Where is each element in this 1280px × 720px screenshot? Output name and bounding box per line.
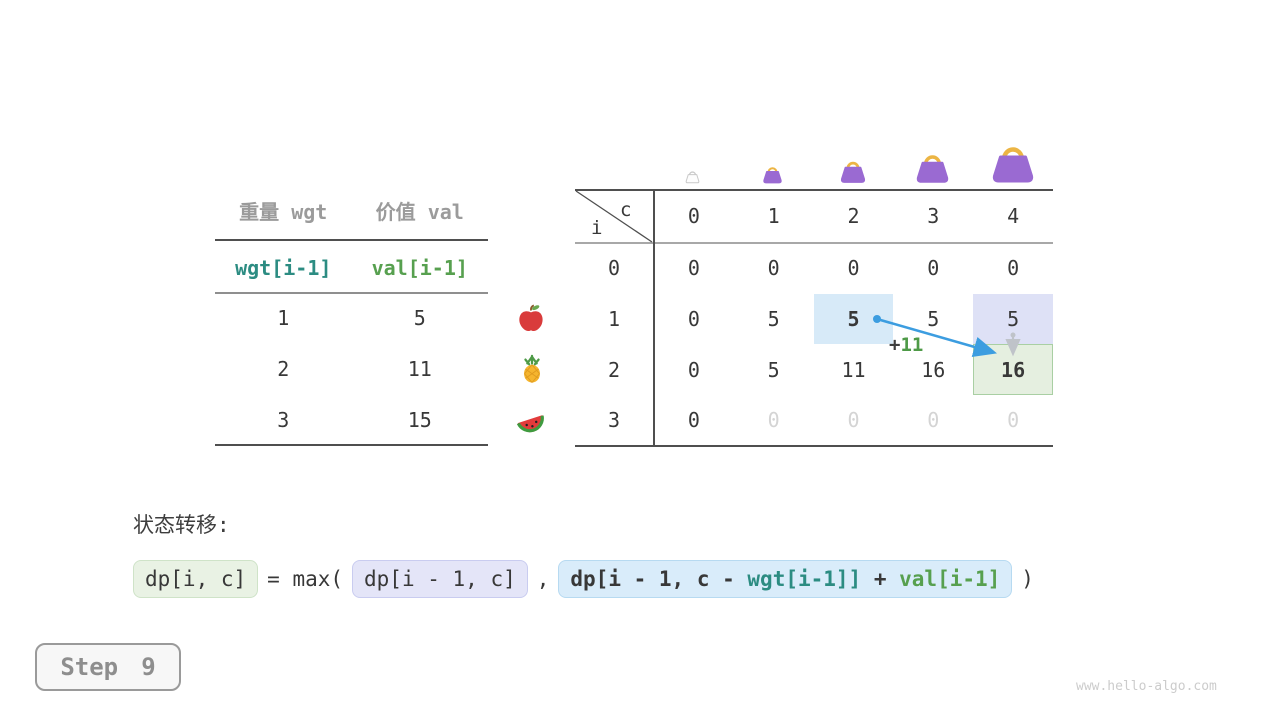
dp-row-header: 1 (607, 307, 621, 332)
item-weight: 2 (277, 357, 290, 381)
step-badge: Step 9 (35, 643, 181, 691)
item-value: 11 (407, 357, 432, 381)
dp-vertical-divider (653, 189, 655, 446)
dp-cell: 0 (847, 408, 860, 433)
state-transition-label: 状态转移: (133, 513, 230, 537)
dp-row-headers: 0 1 2 3 (575, 243, 653, 446)
dp-cell: 0 (927, 408, 940, 433)
item-weight: 3 (277, 408, 290, 432)
dp-cell-above-target: 5 (973, 293, 1053, 345)
dp-cell: 0 (687, 307, 700, 332)
handbag-icon (763, 167, 782, 184)
item-value: 5 (413, 306, 426, 330)
dp-cell: 0 (1007, 256, 1020, 281)
formula-mid: = max( (267, 567, 344, 591)
dp-cell: 0 (767, 256, 780, 281)
pineapple-icon (524, 354, 540, 383)
item-row: 2 11 (215, 357, 488, 385)
item-table-index-row: wgt[i-1] val[i-1] (215, 256, 488, 282)
dp-cell-source: 5 (813, 293, 894, 345)
dp-cell: 0 (767, 408, 780, 433)
dp-column-headers: 0 1 2 3 4 (654, 190, 1053, 242)
dp-cell: 0 (927, 256, 940, 281)
dp-cell: 5 (767, 307, 780, 332)
dp-cell: 0 (687, 357, 700, 382)
item-weight: 1 (277, 306, 290, 330)
watermelon-icon (516, 415, 544, 433)
watermark: www.hello-algo.com (1076, 679, 1217, 694)
corner-diagonal-line (575, 190, 653, 243)
handbag-icon (840, 161, 866, 183)
value-header: 价值 val (375, 200, 464, 224)
item-row: 1 5 (215, 306, 488, 334)
formula-arg2-plus: + (861, 567, 900, 591)
dp-col-header: 1 (767, 204, 780, 228)
corner-row-label: i (591, 217, 603, 239)
plus-sign: + (889, 334, 901, 356)
divider (215, 444, 488, 446)
dp-bottom-border (575, 444, 1053, 447)
dp-row-header: 2 (607, 357, 621, 382)
dp-top-border (575, 189, 1053, 191)
formula-comma: , (536, 567, 550, 591)
divider (215, 239, 488, 241)
formula-arg2-val: val[i-1] (899, 567, 1001, 591)
dp-cell: 0 (847, 256, 860, 281)
dp-cell: 0 (687, 256, 700, 281)
dp-cell: 5 (767, 357, 780, 382)
formula-lhs: dp[i, c] (133, 560, 259, 598)
weight-header: 重量 wgt (239, 200, 328, 224)
dp-col-header: 3 (927, 204, 940, 228)
handbag-icon (916, 155, 949, 183)
corner-col-label: c (620, 199, 632, 221)
dp-cell: 16 (921, 357, 946, 382)
transition-value-label: +11 (889, 334, 923, 356)
formula-arg2-wgt: wgt[i-1]] (747, 567, 862, 591)
formula-close-paren: ) (1021, 567, 1034, 591)
divider (215, 292, 488, 294)
dp-cell: 0 (1007, 408, 1020, 433)
dp-col-header: 4 (1007, 204, 1020, 228)
dp-row-header: 0 (607, 256, 621, 281)
dp-cell: 0 (687, 408, 700, 433)
item-row: 3 15 (215, 408, 488, 436)
dp-col-header: 0 (687, 204, 700, 228)
formula-arg2: dp[i - 1, c - wgt[i-1]] + val[i-1] (558, 560, 1013, 598)
dp-grid: 0 0 0 0 0 0 5 5 5 5 0 5 11 16 16 0 0 0 0… (654, 243, 1053, 446)
apple-icon (519, 304, 543, 331)
dp-header-divider (575, 242, 1053, 244)
handbag-outline-icon (685, 171, 700, 184)
dp-col-header: 2 (847, 204, 860, 228)
dp-cell-target: 16 (973, 344, 1053, 396)
dp-cell: 11 (841, 357, 866, 382)
item-value: 15 (407, 408, 432, 432)
item-table-header: 重量 wgt 价值 val (215, 196, 488, 226)
wgt-index-label: wgt[i-1] (235, 256, 332, 280)
state-transition-formula: dp[i, c] = max( dp[i - 1, c] , dp[i - 1,… (133, 560, 1034, 598)
dp-row-header: 3 (607, 408, 621, 433)
added-value: 11 (900, 334, 924, 356)
val-index-label: val[i-1] (371, 256, 468, 280)
formula-arg1: dp[i - 1, c] (352, 560, 528, 598)
handbag-icon (992, 147, 1034, 183)
formula-arg2-prefix: dp[i - 1, c - (570, 567, 748, 591)
